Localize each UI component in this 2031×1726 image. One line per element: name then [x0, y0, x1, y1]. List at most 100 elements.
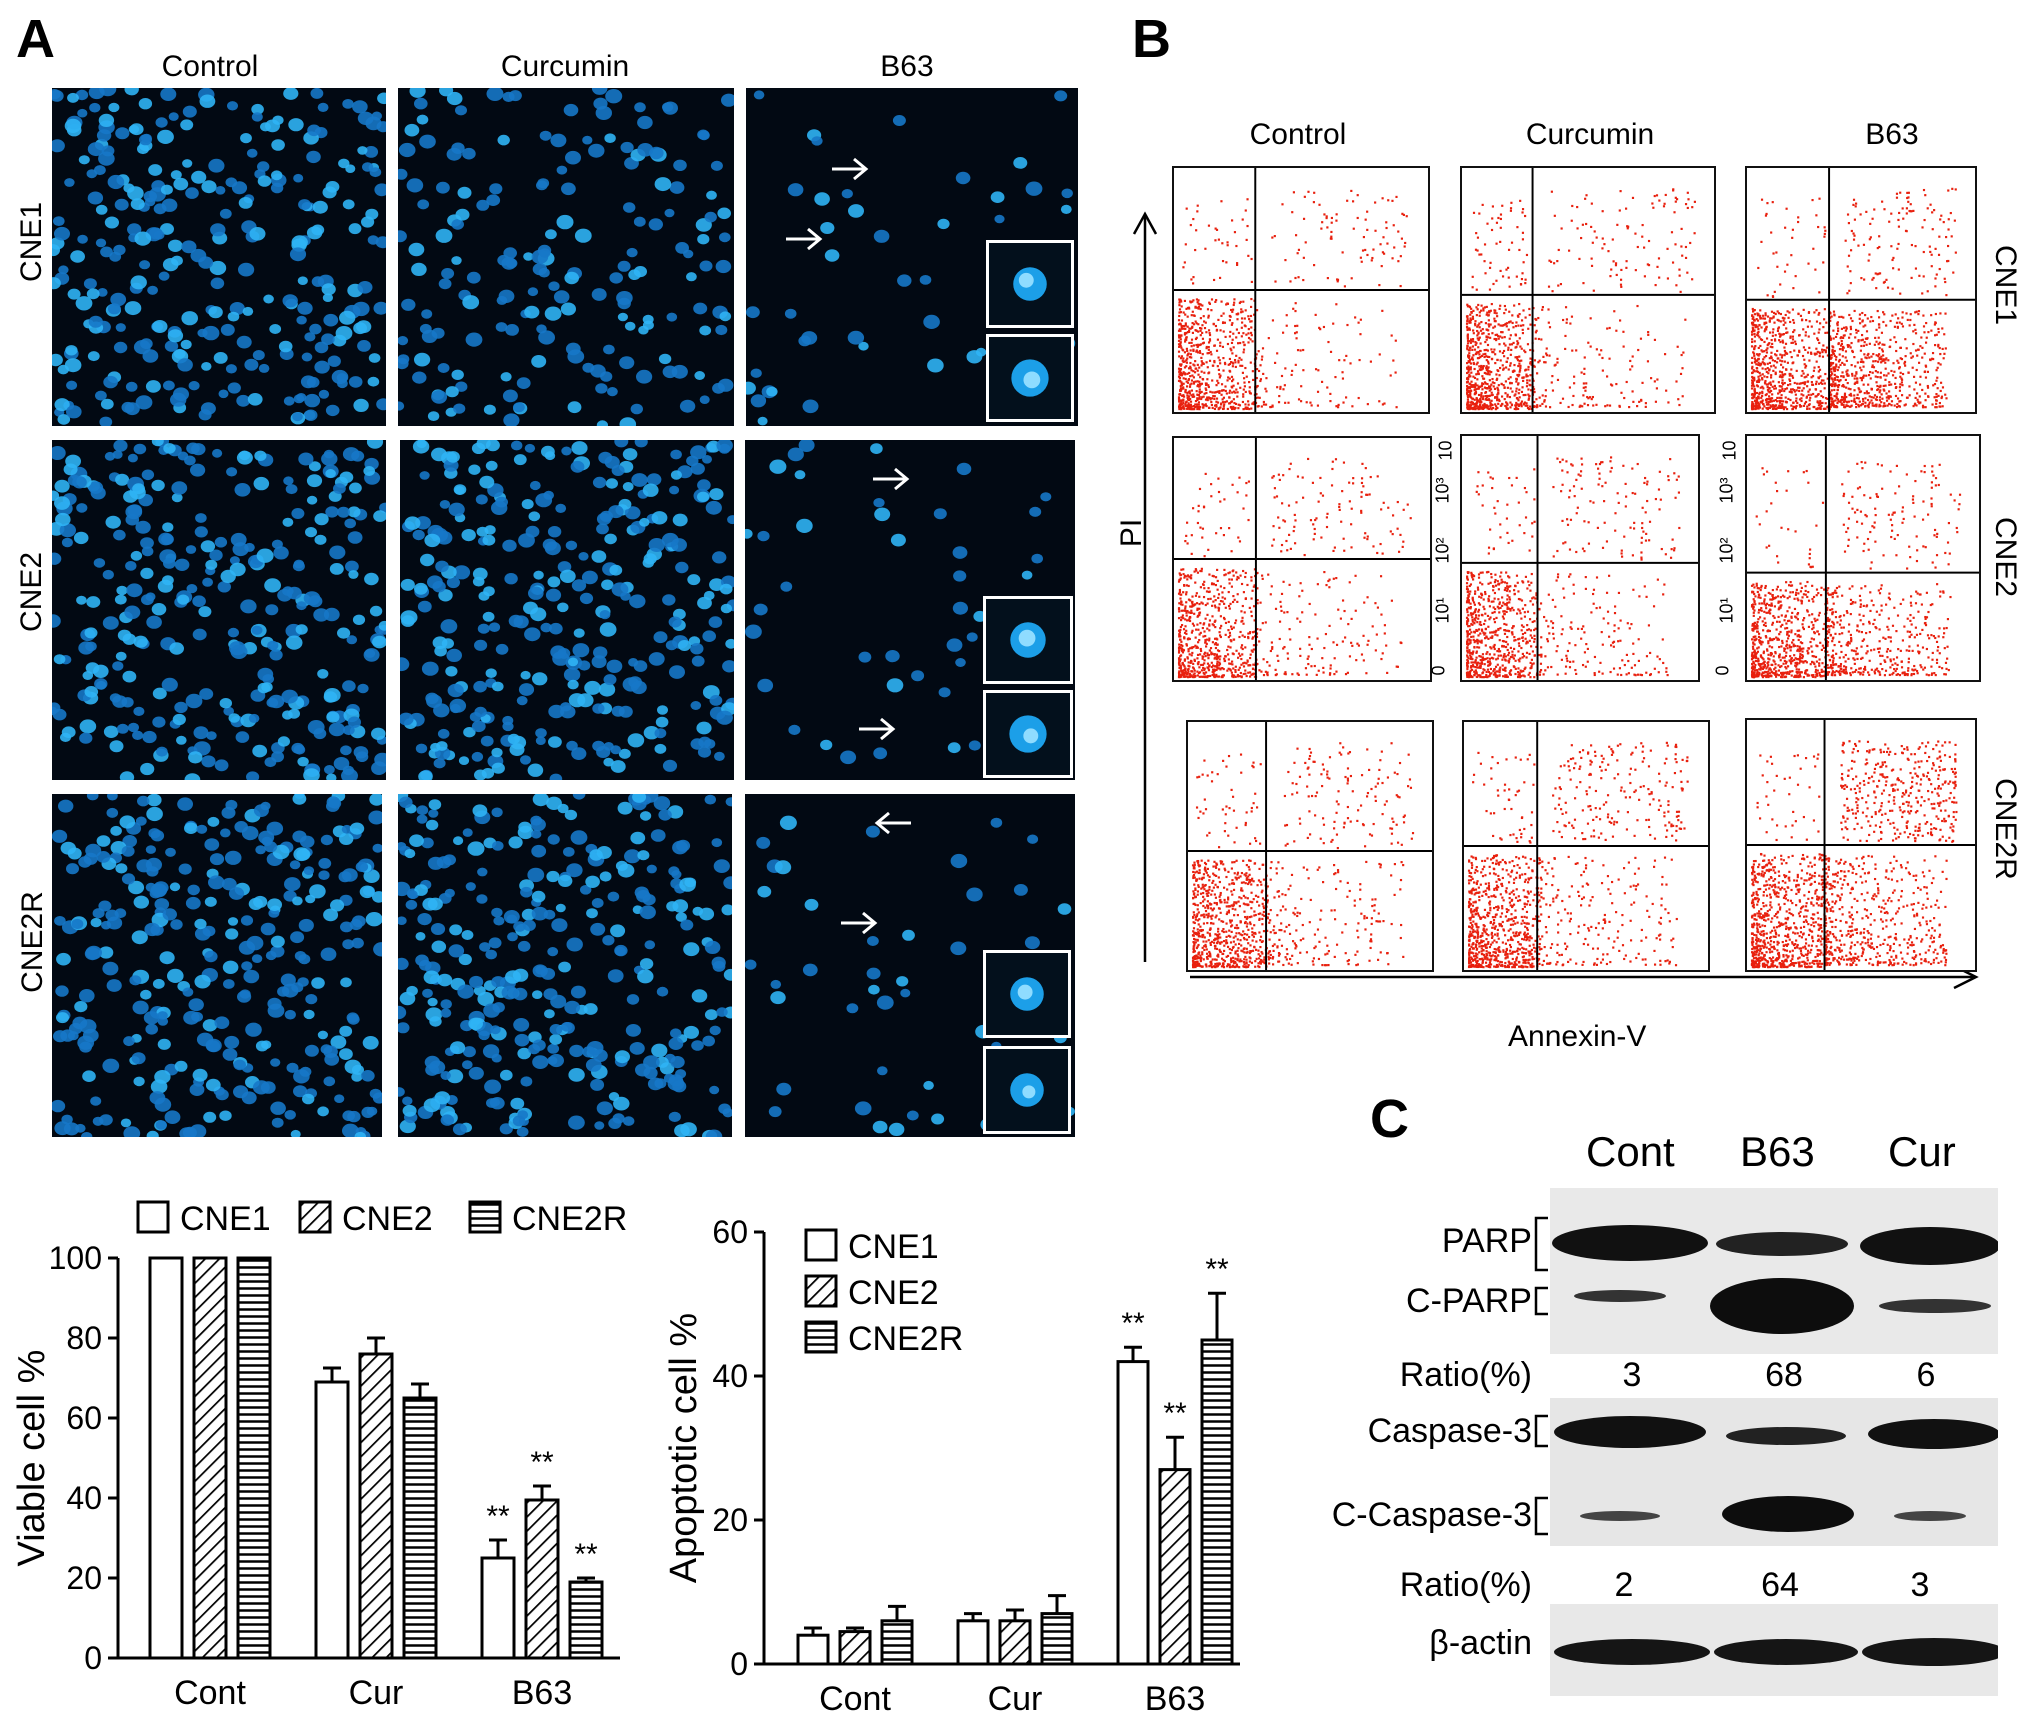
flow-plot-cne2-b63 — [1745, 434, 1981, 682]
panel-b-col-control: Control — [1249, 118, 1347, 151]
flow-plot-cne1-control — [1172, 166, 1430, 414]
x-tick-label: Cont — [819, 1680, 891, 1718]
pi-axis-arrow — [1132, 211, 1158, 962]
legend-label-cne1: CNE1 — [848, 1228, 939, 1266]
arrow-icon — [841, 911, 878, 935]
ratio-caspase-b63: 64 — [1761, 1566, 1799, 1604]
flow-ytick-label: 10³ — [1716, 477, 1737, 504]
viable-cell-chart: 0 20 40 60 80 100 Viable cell % Cont Cur ** ** ** B6… — [11, 1200, 627, 1712]
legend-label-cne2r: CNE2R — [512, 1200, 627, 1238]
bar-cne1-b63 — [1116, 1360, 1150, 1666]
y-tick-label: 60 — [66, 1400, 102, 1436]
ratio-parp-b63: 68 — [1765, 1356, 1803, 1394]
legend-swatch-cne2 — [804, 1274, 838, 1308]
flow-plot-cne2-curcumin — [1460, 434, 1700, 682]
flow-ytick-label: 0 — [1428, 665, 1449, 676]
y-axis-label: Viable cell % — [11, 1350, 53, 1567]
micrograph-cne2r-b63 — [745, 794, 1075, 1137]
bar-cne2-b63 — [1158, 1468, 1192, 1666]
flow-plot-cne2r-curcumin — [1462, 720, 1710, 972]
flow-ytick-label: 10² — [1716, 537, 1737, 564]
bar-cne2-cur — [358, 1352, 394, 1660]
micrograph-cne1-curcumin — [398, 88, 734, 426]
significance-label: ** — [1205, 1253, 1229, 1286]
flow-plot-cne2-control — [1172, 436, 1432, 682]
panel-a-row-cne1: CNE1 — [15, 201, 48, 282]
y-tick-label: 100 — [49, 1240, 102, 1276]
bar-cne2r-cur — [1040, 1612, 1074, 1666]
legend-swatch-cne2 — [298, 1200, 332, 1234]
arrow-icon — [832, 157, 869, 181]
y-tick-label: 20 — [66, 1560, 102, 1596]
band-label-c-parp: C-PARP — [1406, 1282, 1532, 1320]
panel-a-row-cne2r: CNE2R — [16, 891, 49, 993]
significance-label: ** — [530, 1446, 554, 1479]
ratio-label-caspase: Ratio(%) — [1399, 1566, 1532, 1604]
bar-cne1-cur — [314, 1380, 350, 1660]
panel-c-letter: C — [1370, 1089, 1409, 1149]
bracket-icon — [1534, 1414, 1548, 1448]
y-tick-label: 20 — [712, 1502, 748, 1538]
flow-plot-cne2r-control — [1186, 720, 1434, 972]
y-tick-label: 40 — [712, 1358, 748, 1394]
bar-cne2r-b63 — [1200, 1338, 1234, 1666]
arrow-icon — [786, 227, 823, 251]
flow-ytick-label: 10¹ — [1716, 597, 1737, 624]
inset-nucleus-1 — [986, 240, 1074, 328]
legend-label-cne1: CNE1 — [180, 1200, 271, 1238]
y-tick-label: 0 — [730, 1646, 748, 1682]
apoptotic-cell-chart: 0 20 40 60 Apoptotic cell % Cont Cur ** ** ** B63 C… — [663, 1214, 1240, 1718]
arrow-icon — [874, 811, 911, 835]
flow-ytick-label: 10² — [1432, 537, 1453, 564]
ratio-label-parp: Ratio(%) — [1399, 1356, 1532, 1394]
legend-swatch-cne2r — [804, 1320, 838, 1354]
legend-label-cne2: CNE2 — [848, 1274, 939, 1312]
flow-ytick-label: 10 — [1435, 440, 1456, 461]
bracket-icon — [1534, 1216, 1548, 1272]
bracket-icon — [1534, 1496, 1548, 1536]
micrograph-cne2r-curcumin — [398, 794, 732, 1137]
significance-label: ** — [486, 1500, 510, 1533]
significance-label: ** — [1163, 1397, 1187, 1430]
inset-nucleus-3 — [983, 596, 1073, 684]
bar-cne2r-cont — [880, 1619, 914, 1666]
band-label-c-caspase3: C-Caspase-3 — [1331, 1496, 1532, 1534]
panel-b-letter: B — [1132, 9, 1171, 69]
x-tick-label: B63 — [512, 1674, 573, 1712]
bar-cne2-b63 — [524, 1498, 560, 1660]
panel-b-row-cne2r: CNE2R — [1989, 778, 2022, 880]
band-label-caspase3: Caspase-3 — [1367, 1412, 1532, 1450]
legend-label-cne2: CNE2 — [342, 1200, 433, 1238]
pi-axis-label: PI — [1115, 518, 1149, 548]
flow-plot-cne1-b63 — [1745, 166, 1977, 414]
bar-cne1-cur — [956, 1619, 990, 1666]
micrograph-cne2r-control — [52, 794, 382, 1137]
y-axis-label: Apoptotic cell % — [663, 1313, 705, 1583]
bar-cne1-cont — [148, 1256, 184, 1660]
blot-actin — [1550, 1604, 1998, 1696]
inset-nucleus-6 — [983, 1046, 1071, 1134]
bar-cne2r-b63 — [568, 1580, 604, 1660]
bar-cne2-cont — [192, 1256, 228, 1660]
flow-ytick-label: 10³ — [1432, 477, 1453, 504]
inset-nucleus-2 — [986, 334, 1074, 422]
micrograph-cne2-control — [52, 440, 386, 780]
micrograph-cne1-control — [52, 88, 386, 426]
bar-cne2r-cont — [236, 1256, 272, 1660]
y-tick-label: 80 — [66, 1320, 102, 1356]
flow-ytick-label: 0 — [1712, 665, 1733, 676]
bracket-icon — [1534, 1286, 1548, 1316]
ratio-caspase-cur: 3 — [1910, 1566, 1930, 1604]
y-tick-label: 60 — [712, 1214, 748, 1250]
panel-a-row-cne2: CNE2 — [15, 551, 48, 632]
lane-label-b63: B63 — [1740, 1128, 1815, 1175]
arrow-icon — [873, 467, 910, 491]
bar-cne2-cur — [998, 1619, 1032, 1666]
inset-nucleus-4 — [983, 690, 1073, 778]
bar-cne1-b63 — [480, 1556, 516, 1660]
bar-cne2r-cur — [402, 1396, 438, 1660]
arrow-icon — [859, 717, 896, 741]
bar-cne1-cont — [796, 1633, 830, 1666]
ratio-parp-cont: 3 — [1622, 1356, 1642, 1394]
panel-a-letter: A — [16, 9, 55, 69]
